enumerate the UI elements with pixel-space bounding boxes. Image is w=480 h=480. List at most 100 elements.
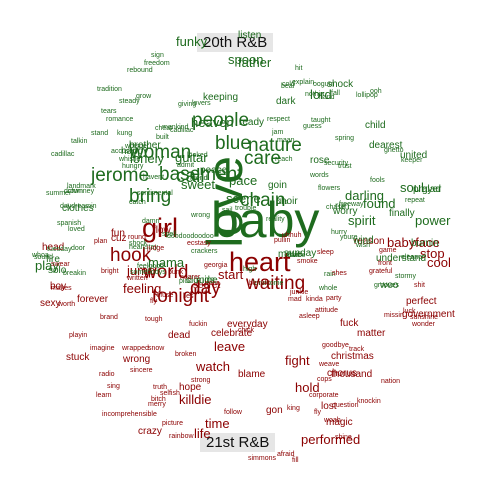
word-sweet: sweet	[181, 177, 215, 192]
word-kung: kung	[117, 130, 133, 137]
word-lost: lost	[321, 401, 337, 412]
word-keeping: keeping	[203, 92, 239, 103]
word-goodbye: goodbye	[322, 342, 349, 349]
word-giving: giving	[178, 101, 197, 108]
word-head: head	[42, 242, 65, 253]
word-wish: wish	[356, 242, 371, 249]
word-front: front	[378, 260, 393, 267]
word-wind: wind	[353, 235, 374, 246]
word-sincere: sincere	[130, 367, 153, 374]
word-shes: shes	[332, 270, 347, 277]
word-wonder: wonder	[412, 321, 435, 328]
word-mama: mama	[148, 255, 185, 270]
word-bear: bear	[281, 83, 296, 90]
word-sail: sail	[222, 207, 233, 214]
word-steady: steady	[119, 98, 140, 105]
word-flowers: flowers	[318, 185, 341, 192]
word-hand: hand	[319, 94, 335, 101]
word-matter: matter	[357, 328, 386, 339]
word-makes: makes	[51, 285, 72, 292]
word-georgia: georgia	[204, 262, 228, 269]
word-sing: sing	[107, 383, 120, 390]
word-kinda: kinda	[306, 296, 323, 303]
word-fly: fly	[150, 298, 157, 305]
word-simmons: simmons	[248, 455, 277, 462]
word-forever: forever	[77, 294, 109, 305]
word-wrong: wrong	[191, 212, 211, 219]
word-weave: weave	[319, 361, 340, 368]
word-pace: pace	[229, 173, 258, 188]
word-tough: tough	[145, 316, 163, 323]
word-high: high	[243, 266, 257, 273]
word-care: care	[244, 148, 281, 169]
word-oogum: oogum	[313, 81, 335, 88]
word-spoon: spoon	[228, 52, 264, 67]
word-cold: cold	[282, 81, 295, 88]
word-freedom: freedom	[144, 60, 170, 67]
word-baby: baby	[211, 192, 320, 248]
word-friend: friend	[190, 175, 208, 182]
word-clouds: clouds	[186, 275, 215, 286]
word-follow: follow	[224, 409, 242, 416]
word-fly: fly	[314, 409, 321, 416]
word-darling: darling	[345, 188, 385, 203]
word-uhhuh: uhhuh	[282, 232, 302, 239]
word-whole: whole	[319, 285, 338, 292]
word-somebodys: somebodys	[130, 269, 166, 276]
word-spell: spell	[162, 231, 177, 238]
word-everyday: everyday	[227, 319, 268, 330]
word-dark: dark	[276, 96, 296, 107]
word-grooves: grooves	[374, 282, 399, 289]
word-ghetto: ghetto	[384, 147, 404, 154]
word-landmark: landmark	[67, 183, 96, 190]
word-havent: havent	[143, 174, 165, 181]
word-waiting: waiting	[246, 273, 306, 294]
word-attitude: attitude	[315, 307, 338, 314]
word-soul: soul	[400, 180, 424, 195]
word-cops: cops	[317, 376, 332, 383]
word-reach: reach	[275, 156, 293, 163]
word-glad: glad	[422, 184, 441, 195]
word-power: power	[415, 213, 451, 228]
word-strong: strong	[191, 377, 211, 384]
word-crackers: crackers	[191, 248, 218, 255]
word-broken: broken	[175, 351, 197, 358]
word-crazy: crazy	[138, 426, 162, 437]
word-cadillac: cadillac	[170, 127, 194, 134]
word-ecstasy: ecstasy	[187, 240, 211, 247]
word-taught: taught	[311, 117, 331, 124]
word-lord: lord	[310, 87, 332, 102]
word-sleep: sleep	[317, 249, 334, 256]
word-heart: heart	[229, 247, 291, 277]
word-rose: rose	[310, 155, 330, 166]
word-sunday: sunday	[284, 248, 317, 259]
word-smoke: smoke	[297, 258, 318, 265]
word-tradition: tradition	[97, 86, 122, 93]
word-pullin: pullin	[274, 237, 291, 244]
label-20th-rnb: 20th R&B	[197, 33, 274, 52]
word-people: people	[192, 110, 250, 131]
word-sentimental: sentimental	[137, 190, 173, 197]
word-magic: magic	[326, 417, 353, 428]
word-poor: poor	[205, 280, 220, 287]
word-chain: chain	[240, 190, 286, 211]
word-grateful: grateful	[369, 268, 393, 275]
word-blue: blue	[215, 133, 251, 154]
word-ready: ready	[239, 117, 265, 128]
word-feelgood: feelgood	[137, 263, 164, 270]
word-shit: shit	[414, 282, 425, 289]
word-stand: stand	[91, 130, 109, 137]
word-afraid: afraid	[277, 451, 295, 458]
word-pick: pick	[179, 278, 192, 285]
word-sound: sound	[34, 254, 54, 261]
word-flow: flow	[153, 225, 171, 236]
word-swear: swear	[51, 261, 70, 268]
word-repeat: repeat	[405, 197, 425, 204]
word-jam: jam	[272, 129, 284, 136]
word-father: father	[238, 55, 272, 70]
word-corporate: corporate	[309, 392, 339, 399]
word-maan: maan	[277, 137, 295, 144]
word-written: written	[127, 275, 148, 282]
word-worry: worry	[333, 206, 358, 217]
word-rainbow: rainbow	[169, 433, 194, 440]
